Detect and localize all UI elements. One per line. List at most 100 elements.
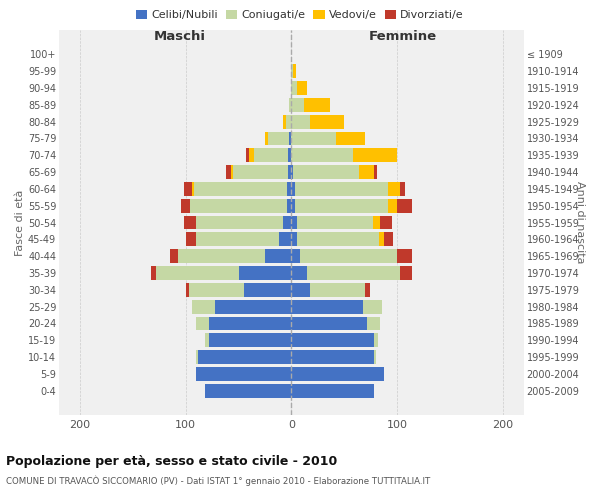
Bar [192,300,215,314]
Bar [265,132,268,145]
Bar [388,182,400,196]
Bar [374,165,377,179]
Bar [189,283,244,296]
Bar [196,216,283,230]
Bar [310,115,344,128]
Bar [181,199,190,212]
Bar [289,132,292,145]
Bar [292,250,300,263]
Bar [304,98,331,112]
Bar [287,182,292,196]
Bar [292,165,293,179]
Bar [199,350,292,364]
Bar [295,182,388,196]
Bar [292,334,374,347]
Bar [292,199,295,212]
Text: Femmine: Femmine [369,30,437,44]
Bar [215,300,292,314]
Bar [400,182,406,196]
Bar [379,232,385,246]
Bar [300,250,397,263]
Bar [353,148,397,162]
Bar [336,132,365,145]
Bar [254,148,288,162]
Bar [292,367,385,381]
Bar [287,199,292,212]
Bar [365,283,370,296]
Bar [283,216,292,230]
Bar [196,232,278,246]
Bar [359,165,374,179]
Bar [292,316,367,330]
Bar [292,115,310,128]
Bar [233,165,288,179]
Bar [292,384,374,398]
Bar [151,266,156,280]
Bar [367,316,380,330]
Bar [244,283,292,296]
Bar [292,64,293,78]
Bar [374,334,378,347]
Bar [397,199,412,212]
Bar [292,182,295,196]
Bar [196,367,292,381]
Bar [239,266,292,280]
Legend: Celibi/Nubili, Coniugati/e, Vedovi/e, Divorziati/e: Celibi/Nubili, Coniugati/e, Vedovi/e, Di… [132,6,468,25]
Bar [289,98,292,112]
Bar [246,148,249,162]
Bar [296,81,307,95]
Bar [373,216,380,230]
Bar [186,232,196,246]
Bar [292,232,296,246]
Bar [292,148,353,162]
Bar [265,250,292,263]
Bar [292,266,307,280]
Bar [380,216,392,230]
Bar [374,350,376,364]
Bar [249,148,254,162]
Bar [194,182,287,196]
Bar [286,115,292,128]
Y-axis label: Anni di nascita: Anni di nascita [575,182,585,264]
Bar [209,334,292,347]
Bar [307,266,400,280]
Bar [400,266,412,280]
Bar [292,98,304,112]
Bar [292,216,296,230]
Y-axis label: Fasce di età: Fasce di età [15,190,25,256]
Bar [156,266,239,280]
Text: COMUNE DI TRAVACÒ SICCOMARIO (PV) - Dati ISTAT 1° gennaio 2010 - Elaborazione TU: COMUNE DI TRAVACÒ SICCOMARIO (PV) - Dati… [6,475,430,486]
Bar [283,115,286,128]
Bar [178,250,265,263]
Bar [293,64,296,78]
Bar [385,232,393,246]
Bar [292,283,310,296]
Bar [288,165,292,179]
Bar [205,384,292,398]
Bar [231,165,233,179]
Bar [196,350,199,364]
Text: Maschi: Maschi [154,30,206,44]
Bar [288,148,292,162]
Bar [278,232,292,246]
Bar [310,283,365,296]
Bar [268,132,289,145]
Bar [292,81,296,95]
Bar [397,250,412,263]
Bar [190,199,287,212]
Bar [170,250,178,263]
Bar [295,199,388,212]
Bar [205,334,209,347]
Bar [184,216,196,230]
Bar [292,350,374,364]
Bar [388,199,397,212]
Bar [296,216,373,230]
Text: Popolazione per età, sesso e stato civile - 2010: Popolazione per età, sesso e stato civil… [6,455,337,468]
Bar [184,182,192,196]
Bar [192,182,194,196]
Bar [293,165,359,179]
Bar [226,165,231,179]
Bar [196,316,209,330]
Bar [209,316,292,330]
Bar [186,283,189,296]
